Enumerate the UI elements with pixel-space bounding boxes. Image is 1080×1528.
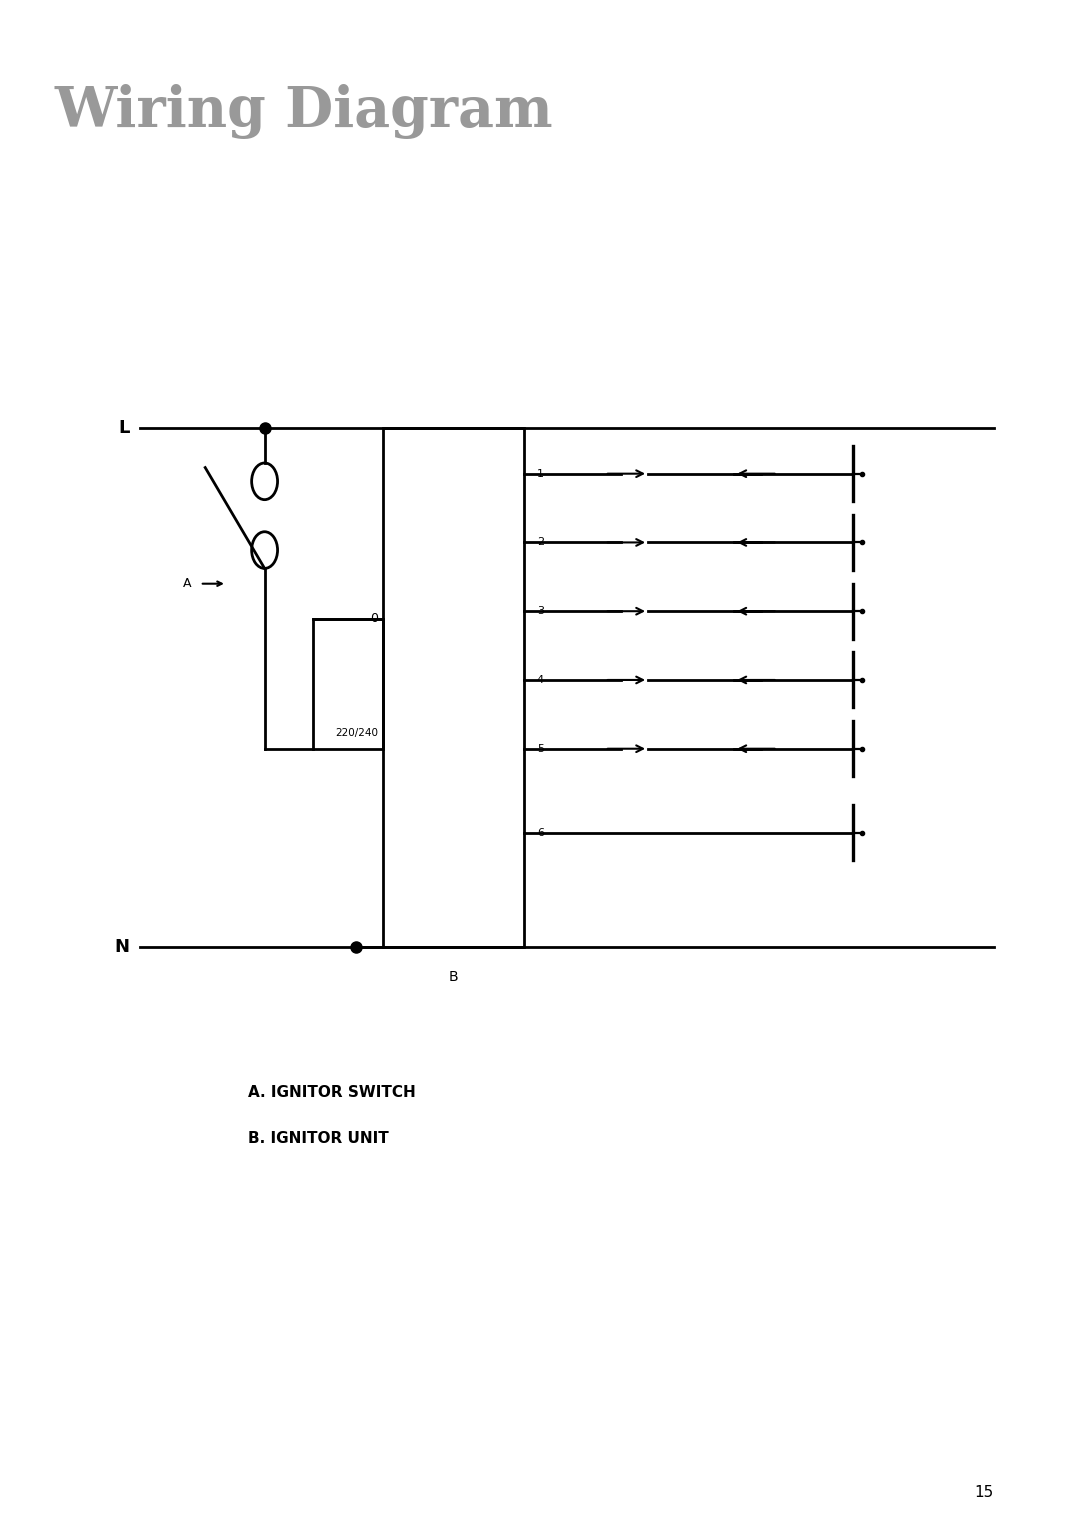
- Bar: [313, 619, 383, 749]
- Text: 220/240: 220/240: [335, 729, 378, 738]
- Text: 2: 2: [537, 538, 544, 547]
- Text: A. IGNITOR SWITCH: A. IGNITOR SWITCH: [248, 1085, 416, 1100]
- Text: 6: 6: [537, 828, 543, 837]
- Text: B: B: [449, 970, 458, 984]
- Text: 15: 15: [974, 1485, 994, 1500]
- Text: 1: 1: [537, 469, 543, 478]
- Bar: [383, 428, 524, 947]
- Text: 5: 5: [537, 744, 543, 753]
- Text: 4: 4: [537, 675, 544, 685]
- Text: 3: 3: [537, 607, 543, 616]
- Text: A: A: [183, 578, 191, 590]
- Text: 0: 0: [370, 613, 378, 625]
- Text: Wiring Diagram: Wiring Diagram: [54, 84, 553, 139]
- Text: N: N: [114, 938, 130, 957]
- Text: L: L: [118, 419, 130, 437]
- Text: B. IGNITOR UNIT: B. IGNITOR UNIT: [248, 1131, 389, 1146]
